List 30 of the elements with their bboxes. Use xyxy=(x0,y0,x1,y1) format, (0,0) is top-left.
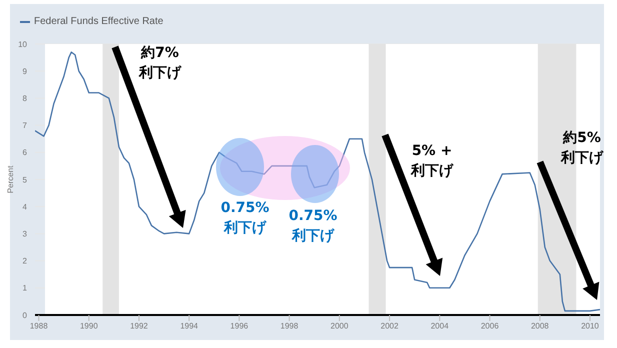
annotation: 5% + 利下げ xyxy=(410,143,454,179)
x-tick-label: 1992 xyxy=(130,322,148,331)
legend-label: Federal Funds Effective Rate xyxy=(34,16,164,27)
y-tick-label: 4 xyxy=(22,202,28,212)
x-tick-label: 2008 xyxy=(530,322,550,331)
y-tick-label: 7 xyxy=(22,121,28,130)
x-tick-label: 2006 xyxy=(480,322,500,331)
y-tick-label: 10 xyxy=(18,40,28,49)
annotation: 0.75% 利下げ xyxy=(220,200,270,236)
annotation: 約5% 利下げ xyxy=(560,130,604,166)
x-tick-label: 1990 xyxy=(80,322,98,331)
x-tick-label: 2002 xyxy=(380,322,399,331)
y-tick-label: 2 xyxy=(22,256,28,266)
y-tick-label: 9 xyxy=(22,66,28,76)
y-tick-label: 3 xyxy=(22,230,28,239)
x-tick-label: 1998 xyxy=(280,322,299,331)
x-tick-label: 1988 xyxy=(30,322,48,331)
y-tick-label: 8 xyxy=(22,94,28,104)
y-tick-label: 1 xyxy=(22,284,28,293)
y-tick-label: 0 xyxy=(22,310,28,320)
y-tick-label: 5 xyxy=(22,175,28,184)
x-tick-label: 1994 xyxy=(180,322,199,331)
x-tick-label: 2010 xyxy=(581,322,600,331)
x-tick-label: 2000 xyxy=(330,322,349,331)
annotation: 0.75% 利下げ xyxy=(288,208,338,244)
y-tick-label: 6 xyxy=(22,148,28,158)
x-tick-label: 1996 xyxy=(230,322,249,331)
annotation: 約7% 利下げ xyxy=(138,45,182,81)
x-tick-label: 2004 xyxy=(430,322,450,331)
y-axis-title: Percent xyxy=(6,164,15,194)
